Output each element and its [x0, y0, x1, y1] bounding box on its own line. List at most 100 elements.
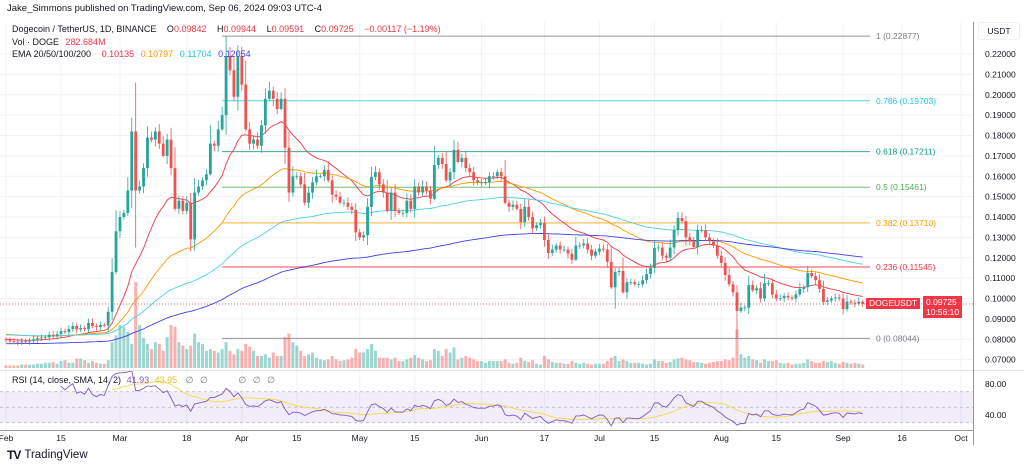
close-label: C	[314, 24, 322, 34]
volume-bar	[503, 359, 507, 368]
volume-bar	[668, 361, 672, 368]
candle	[295, 172, 299, 180]
volume-bar	[428, 360, 432, 368]
candle	[535, 222, 538, 231]
candle	[102, 322, 106, 328]
volume-bar	[621, 359, 625, 368]
candle-body	[193, 192, 197, 240]
candle-body	[818, 280, 821, 289]
volume-bar	[346, 359, 350, 368]
price-axis[interactable]: 0.22000 0.21000 0.20000 0.19000 0.18000 0.170…	[985, 49, 1016, 420]
candle	[358, 228, 362, 241]
candle	[417, 182, 421, 196]
candle	[633, 279, 637, 287]
candle	[617, 267, 621, 276]
symbol-name: Dogecoin / TetherUS, 1D, BINANCE	[12, 24, 157, 34]
candle	[653, 240, 656, 273]
time-axis[interactable]: Feb 15 Mar 18 Apr 15 May 15 Jun 17 Jul 15 Aug 15 Sep 16…	[0, 433, 968, 443]
candle	[94, 323, 98, 331]
volume-bar	[625, 361, 629, 368]
candle	[413, 179, 417, 218]
candle	[554, 242, 558, 253]
candle	[767, 279, 770, 287]
candle	[16, 339, 20, 346]
volume-bar	[641, 363, 645, 368]
volume-bar	[24, 364, 28, 368]
tradingview-logo[interactable]: TV TradingView	[7, 448, 88, 462]
candle	[212, 140, 216, 152]
candle-body	[621, 270, 625, 293]
time-tick-label: May	[352, 433, 369, 443]
candle	[283, 88, 287, 165]
volume-bar	[617, 361, 621, 368]
ema-legend[interactable]: EMA 20/50/100/200 0.10135 0.10797 0.1170…	[12, 49, 255, 59]
volume-label: Vol · DOGE	[12, 37, 60, 47]
candle	[299, 172, 303, 188]
volume-bar	[342, 360, 346, 368]
volume-bar	[841, 361, 845, 368]
time-tick-label: Jul	[594, 433, 605, 443]
candle	[495, 169, 499, 180]
candle	[649, 263, 652, 279]
price-tick-label: 0.13000	[985, 232, 1016, 242]
volume-bar	[483, 362, 487, 368]
candle	[374, 166, 377, 180]
volume-bar	[51, 361, 55, 368]
candle-body	[829, 298, 833, 301]
rsi-legend[interactable]: RSI (14, close, SMA, 14, 2) 41.93 43.95 …	[12, 375, 275, 386]
volume-bar	[546, 359, 550, 368]
candle-body	[684, 221, 688, 238]
volume-bar	[122, 326, 126, 368]
symbol-legend[interactable]: Dogecoin / TetherUS, 1D, BINANCE O0.0984…	[12, 24, 445, 34]
candle	[558, 241, 562, 254]
candle-body	[464, 157, 468, 169]
candle-body	[370, 176, 373, 207]
candle	[849, 299, 853, 305]
volume-bar	[224, 342, 228, 368]
fibonacci-retracement[interactable]: 1 (0.22877) 0.786 (0.19703) 0.618 (0.17211…	[222, 31, 936, 343]
volume-bar	[338, 361, 342, 368]
candle-body	[849, 301, 853, 303]
candle	[4, 336, 8, 343]
candle	[727, 267, 731, 287]
candle	[279, 92, 283, 111]
candle-body	[700, 230, 704, 232]
volume-bar	[161, 350, 165, 368]
candle	[232, 55, 236, 101]
candle	[774, 289, 778, 302]
volume-bar	[47, 362, 51, 368]
candle-body	[660, 247, 664, 256]
candle	[20, 337, 24, 345]
volume-bar	[814, 362, 818, 368]
ema50-value: 0.10797	[140, 49, 174, 59]
volume-bar	[20, 364, 24, 368]
candle	[546, 234, 550, 260]
volume-bar	[743, 357, 747, 368]
candle-body	[401, 212, 405, 214]
candle	[315, 169, 318, 186]
volume-bar	[208, 349, 212, 368]
volume-bar	[821, 361, 825, 368]
volume-bar	[110, 342, 114, 368]
candle-body	[47, 334, 51, 338]
fib-level-label: 0.236 (0.11545)	[876, 262, 936, 272]
candle-body	[413, 186, 417, 209]
time-tick-label: 15	[410, 433, 420, 443]
volume-legend[interactable]: Vol · DOGE 282.684M	[12, 37, 110, 47]
currency-button[interactable]: USDT	[978, 22, 1020, 40]
volume-bar	[130, 343, 134, 368]
volume-bar	[279, 355, 283, 368]
volume-bar	[491, 361, 495, 368]
candle-body	[664, 255, 668, 258]
candle-body	[377, 172, 381, 185]
volume-bar	[759, 362, 763, 368]
candle-body	[389, 192, 393, 211]
volume-bar	[142, 337, 146, 368]
candle-body	[358, 232, 362, 238]
volume-bar	[770, 361, 774, 368]
candle-body	[645, 274, 648, 281]
price-tick-label: 0.18000	[985, 131, 1016, 141]
candle-body	[629, 282, 633, 283]
empty-value-icon: ∅	[252, 375, 261, 385]
